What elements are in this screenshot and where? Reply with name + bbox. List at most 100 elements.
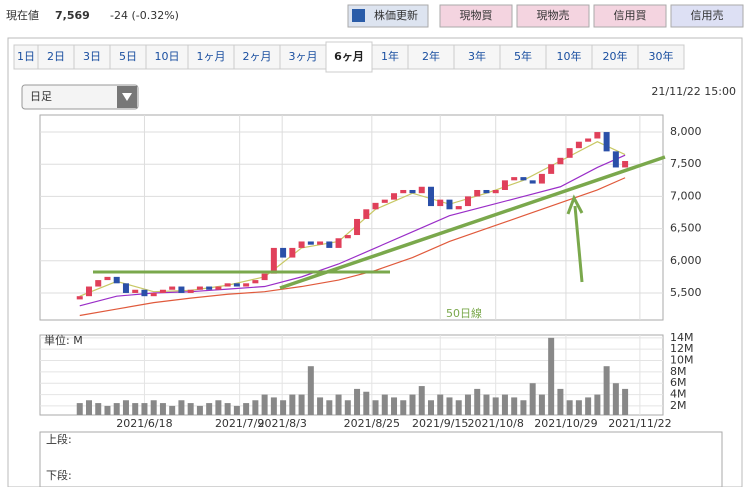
candle (520, 177, 527, 181)
volume-bar (206, 403, 213, 415)
volume-bar (132, 403, 139, 415)
button-label: 現物買 (460, 8, 493, 22)
candle (603, 132, 610, 152)
button[interactable] (670, 4, 744, 28)
volume-bar (261, 394, 268, 415)
volume-bar (464, 394, 471, 415)
candle (437, 199, 444, 207)
volume-bar (243, 403, 250, 415)
button[interactable] (439, 4, 513, 28)
tab[interactable] (187, 44, 235, 70)
candle (317, 241, 324, 245)
tab[interactable] (109, 44, 147, 70)
candle (178, 286, 185, 293)
volume-bar (335, 394, 342, 415)
volume-bar (437, 394, 444, 415)
candle (196, 286, 203, 290)
candle (400, 189, 407, 194)
volume-bar (95, 403, 102, 415)
candle (344, 235, 351, 239)
tab-label: 20年 (603, 49, 628, 63)
price-plot (39, 114, 664, 321)
candle (492, 189, 499, 194)
price-change: -24 (-0.32%) (110, 9, 179, 22)
candle (113, 276, 120, 284)
volume-bar (298, 394, 305, 415)
volume-bar (372, 400, 379, 415)
volume-bar (233, 405, 240, 415)
price-label: 現在値 (6, 9, 39, 22)
volume-bar (169, 405, 176, 415)
x-tick-label: 2021/7/9 (215, 417, 264, 430)
volume-bar (224, 403, 231, 415)
volume-bar (141, 403, 148, 415)
volume-bar (622, 388, 629, 415)
tab[interactable] (13, 44, 39, 70)
volume-bar (317, 397, 324, 415)
volume-bar (455, 400, 462, 415)
x-tick-label: 2021/10/29 (534, 417, 597, 430)
candle (511, 177, 518, 181)
candle (280, 247, 287, 258)
tab[interactable] (637, 44, 685, 70)
y-tick-label: 10M (670, 354, 694, 367)
volume-bar (575, 400, 582, 415)
candle (501, 180, 508, 190)
y-tick-label: 8M (670, 365, 687, 378)
tab[interactable] (325, 41, 373, 73)
volume-bar (344, 400, 351, 415)
candle (585, 138, 592, 142)
annotation: 50日線 (446, 306, 482, 320)
volume-unit: 単位: M (44, 333, 83, 347)
button[interactable] (347, 4, 429, 28)
y-tick-label: 6M (670, 376, 687, 389)
volume-bar (178, 400, 185, 415)
candle (455, 206, 462, 210)
period-select[interactable] (21, 84, 139, 110)
candle (622, 161, 629, 168)
volume-bar (280, 400, 287, 415)
volume-bar (418, 386, 425, 415)
y-tick-label: 6,500 (670, 222, 702, 235)
tab[interactable] (145, 44, 189, 70)
candle (418, 186, 425, 194)
candle (132, 289, 139, 293)
x-tick-label: 2021/9/15 (412, 417, 468, 430)
candle (538, 173, 545, 184)
candle (594, 132, 601, 139)
volume-bar (427, 400, 434, 415)
tab[interactable] (545, 44, 593, 70)
volume-bar (594, 394, 601, 415)
candle (141, 289, 148, 297)
tab[interactable] (453, 44, 501, 70)
x-tick-label: 2021/8/3 (257, 417, 306, 430)
button[interactable] (516, 4, 590, 28)
select-arrow (122, 93, 132, 101)
tab-label: 1年 (381, 49, 399, 63)
volume-bar (76, 403, 83, 415)
moving-average-line (79, 177, 626, 317)
x-tick-label: 2021/11/22 (608, 417, 671, 430)
volume-bar (501, 394, 508, 415)
x-tick-label: 2021/8/25 (344, 417, 400, 430)
candle (381, 199, 388, 203)
volume-bar (85, 400, 92, 415)
candle (243, 283, 250, 287)
tab-label: 2日 (47, 50, 65, 63)
candle (529, 180, 536, 184)
candle (427, 186, 434, 207)
tab-label: 10日 (155, 50, 180, 63)
y-tick-label: 12M (670, 342, 694, 355)
button[interactable] (593, 4, 667, 28)
volume-bar (252, 400, 259, 415)
tab[interactable] (73, 44, 111, 70)
volume-bar (409, 394, 416, 415)
candle (548, 164, 555, 174)
candle (252, 280, 259, 284)
volume-bar (612, 383, 619, 415)
volume-bar (307, 366, 314, 415)
tab[interactable] (371, 44, 409, 70)
candle (150, 292, 157, 297)
candle (557, 157, 564, 165)
